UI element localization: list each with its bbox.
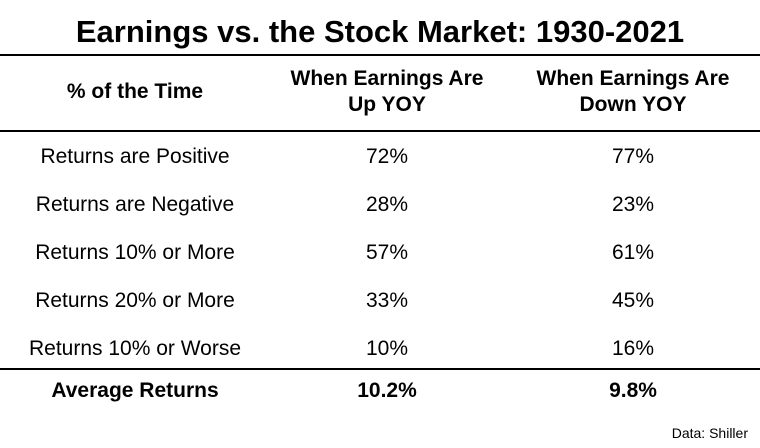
footer-earnings-down: 9.8% [609, 379, 657, 402]
cell-earnings-up: 57% [365, 241, 409, 264]
cell-earnings-up: 28% [365, 193, 409, 216]
cell-earnings-down: 77% [611, 145, 655, 168]
column-header-metric: % of the Time [66, 80, 204, 103]
footer-earnings-up: 10.2% [357, 379, 417, 402]
top-divider [0, 54, 760, 56]
column-header-earnings-down-line-2: Down YOY [579, 93, 687, 116]
cell-earnings-down: 16% [611, 337, 655, 360]
row-label: Returns 20% or More [35, 289, 235, 312]
column-header-earnings-up-line-2: Up YOY [348, 93, 426, 116]
column-header-earnings-up: When Earnings Are Up YOY [272, 66, 502, 118]
footer-label: Average Returns [51, 379, 219, 402]
row-label: Returns are Positive [40, 145, 230, 168]
cell-earnings-down: 45% [611, 289, 655, 312]
header-divider [0, 130, 760, 132]
footer-divider [0, 368, 760, 370]
cell-earnings-down: 23% [611, 193, 655, 216]
column-header-earnings-down: When Earnings Are Down YOY [506, 66, 760, 118]
cell-earnings-down: 61% [611, 241, 655, 264]
cell-earnings-up: 33% [365, 289, 409, 312]
cell-earnings-up: 72% [365, 145, 409, 168]
cell-earnings-up: 10% [365, 337, 409, 360]
row-label: Returns 10% or More [35, 241, 235, 264]
source-note: Data: Shiller [671, 425, 748, 441]
row-label: Returns 10% or Worse [28, 337, 242, 360]
column-header-earnings-down-line-1: When Earnings Are [536, 67, 730, 90]
row-label: Returns are Negative [35, 193, 235, 216]
column-header-earnings-up-line-1: When Earnings Are [290, 67, 484, 90]
table-title: Earnings vs. the Stock Market: 1930-2021 [75, 14, 685, 49]
